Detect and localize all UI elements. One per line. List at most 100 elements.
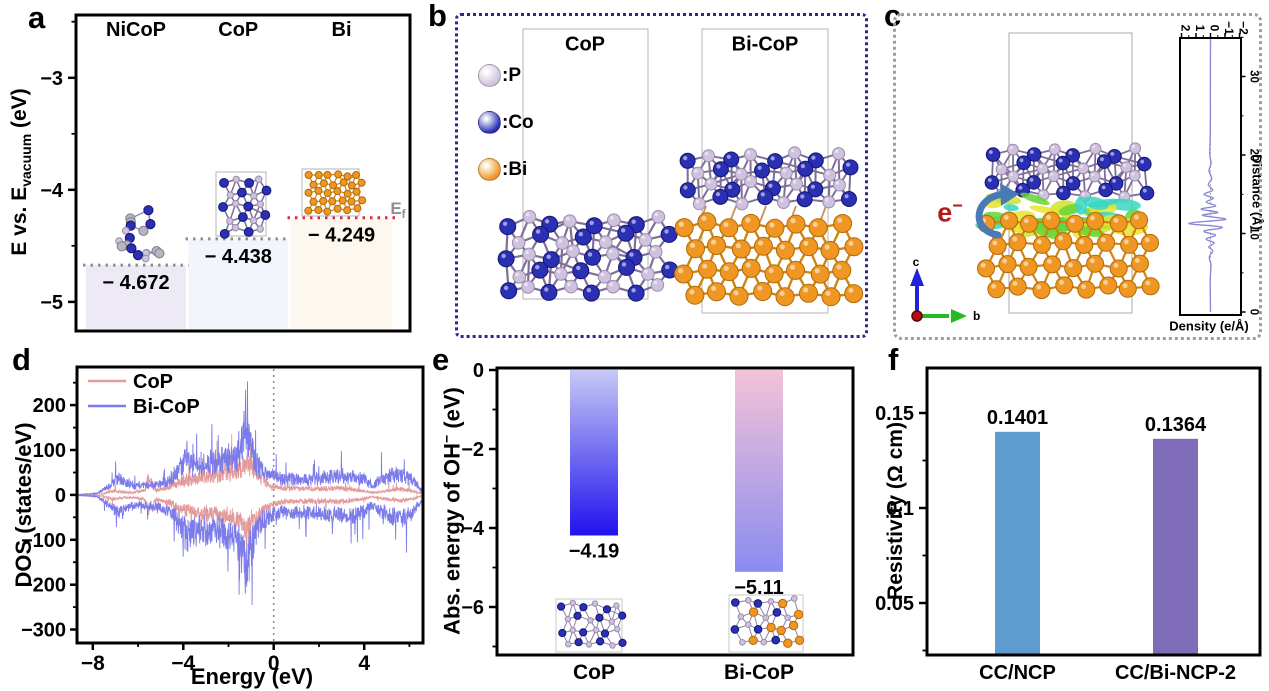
atom-highlight (683, 185, 688, 190)
axis-b-arrowhead-icon (951, 309, 967, 323)
atom-highlight (644, 269, 648, 274)
atom-P (591, 600, 599, 607)
atom-highlight (1113, 217, 1119, 223)
atom-Bi (766, 622, 776, 633)
atom-highlight (723, 222, 729, 228)
density-tick-label: −2 (1237, 21, 1251, 35)
atom-highlight (1009, 146, 1013, 150)
atom-highlight (1101, 185, 1106, 190)
y-tick-label: 0.05 (875, 593, 914, 615)
x-tick-label: −8 (81, 652, 105, 675)
ef-text: E (390, 198, 402, 218)
atom-highlight (980, 262, 986, 268)
panel-f-ylabel: Resistivity (Ω cm) (884, 422, 907, 600)
distance-tick-label: 0 (1248, 309, 1260, 315)
atom-highlight (702, 263, 708, 269)
panel-c-border (893, 13, 1262, 340)
atom-Co (753, 599, 763, 608)
panel-label-e: e (432, 342, 450, 377)
atom-highlight (760, 192, 765, 197)
value-label: − 4.672 (102, 272, 169, 294)
atom-highlight (1081, 284, 1086, 289)
panel-d-ylabel: DOS (states/eV) (11, 422, 36, 588)
atom-Bi (314, 186, 323, 195)
atom-Co (558, 628, 567, 638)
atom-highlight (544, 287, 549, 292)
atom-highlight (1019, 158, 1024, 163)
y-tick-label: 200 (33, 395, 66, 417)
panel-label-f: f (888, 342, 899, 377)
dos-curve-Bi-CoP-up (78, 381, 422, 496)
atom-highlight (733, 290, 739, 296)
atom-P (226, 217, 234, 225)
atom-highlight (848, 287, 854, 293)
atom-Bi (304, 188, 313, 197)
atom-P (767, 598, 775, 605)
legend-label: :Bi (502, 158, 528, 180)
cell-outline (555, 598, 623, 653)
atom-highlight (641, 235, 646, 240)
atom-highlight (824, 244, 830, 250)
atom-P (585, 641, 593, 648)
atom-highlight (587, 252, 593, 257)
atom-Co (730, 625, 740, 634)
atom-highlight (711, 286, 717, 291)
y-tick-label: 0.1 (886, 498, 914, 520)
atom-highlight (514, 238, 519, 243)
atom-highlight (998, 165, 1002, 169)
atom-highlight (791, 149, 795, 153)
atom-P (745, 596, 752, 604)
panel-label-c: c (884, 0, 902, 33)
bi-atom-icon (478, 158, 501, 181)
y-tick-label: −6 (461, 597, 484, 619)
atom-Bi (357, 178, 366, 187)
atom-Bi (788, 620, 799, 631)
atom-Co (618, 611, 627, 620)
atom-highlight (651, 247, 656, 252)
atom-Ni (116, 241, 127, 252)
atom-Co (596, 637, 605, 646)
atom-highlight (1103, 280, 1108, 285)
panel-d-frame (75, 365, 425, 645)
value-label: − 4.249 (308, 225, 375, 247)
atom-highlight (524, 282, 528, 287)
atom-Co (600, 629, 610, 638)
atom-highlight (800, 164, 806, 169)
atom-Bi (794, 635, 805, 645)
atom-P (256, 225, 264, 233)
atom-highlight (707, 180, 711, 184)
atom-highlight (569, 247, 573, 251)
x-tick-label: 0 (268, 652, 280, 675)
category-label: CC/Bi-NCP-2 (1115, 662, 1236, 684)
distance-tick-label: 20 (1248, 149, 1260, 162)
atom-P (232, 175, 241, 184)
atom-P (737, 613, 745, 621)
atom-highlight (678, 268, 684, 274)
legend-label: :Co (502, 111, 534, 133)
atom-P (762, 614, 770, 622)
atom-highlight (1047, 259, 1052, 264)
atom-highlight (1002, 258, 1008, 264)
y-tick-label: −200 (21, 575, 66, 597)
atom-highlight (621, 228, 626, 233)
atom-highlight (1018, 185, 1023, 190)
structure-title-bicop: Bi-CoP (731, 33, 799, 56)
atom-Bi (309, 180, 318, 189)
atom-highlight (737, 170, 741, 174)
atom-highlight (848, 241, 854, 246)
atom-highlight (1036, 239, 1042, 245)
atom-Bi (323, 170, 332, 179)
atom-highlight (711, 239, 717, 245)
atom-highlight (567, 282, 571, 287)
atom-highlight (1059, 188, 1064, 193)
fermi-level-label: Ef (390, 199, 405, 221)
atom-Co (579, 603, 588, 612)
panel-e-ylabel: Abs. energy of OH− (eV) (438, 387, 465, 635)
atom-Co (573, 611, 582, 620)
legend-item-Bi: :Bi (478, 158, 534, 181)
arrowhead-icon (1000, 183, 1019, 206)
y-tick-label: −5 (40, 292, 63, 314)
atom-Bi (748, 607, 759, 617)
atom-Co (238, 212, 248, 223)
atom-highlight (1112, 179, 1116, 183)
